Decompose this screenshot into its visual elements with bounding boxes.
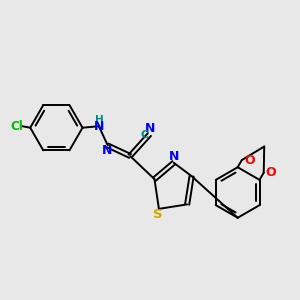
Text: N: N: [102, 144, 112, 158]
Text: Cl: Cl: [11, 120, 23, 133]
Text: N: N: [169, 150, 179, 163]
Text: O: O: [266, 166, 277, 178]
Text: O: O: [244, 154, 255, 167]
Text: H: H: [95, 115, 104, 125]
Text: S: S: [153, 208, 162, 221]
Text: N: N: [94, 120, 105, 133]
Text: C: C: [141, 130, 149, 140]
Text: N: N: [145, 122, 155, 135]
